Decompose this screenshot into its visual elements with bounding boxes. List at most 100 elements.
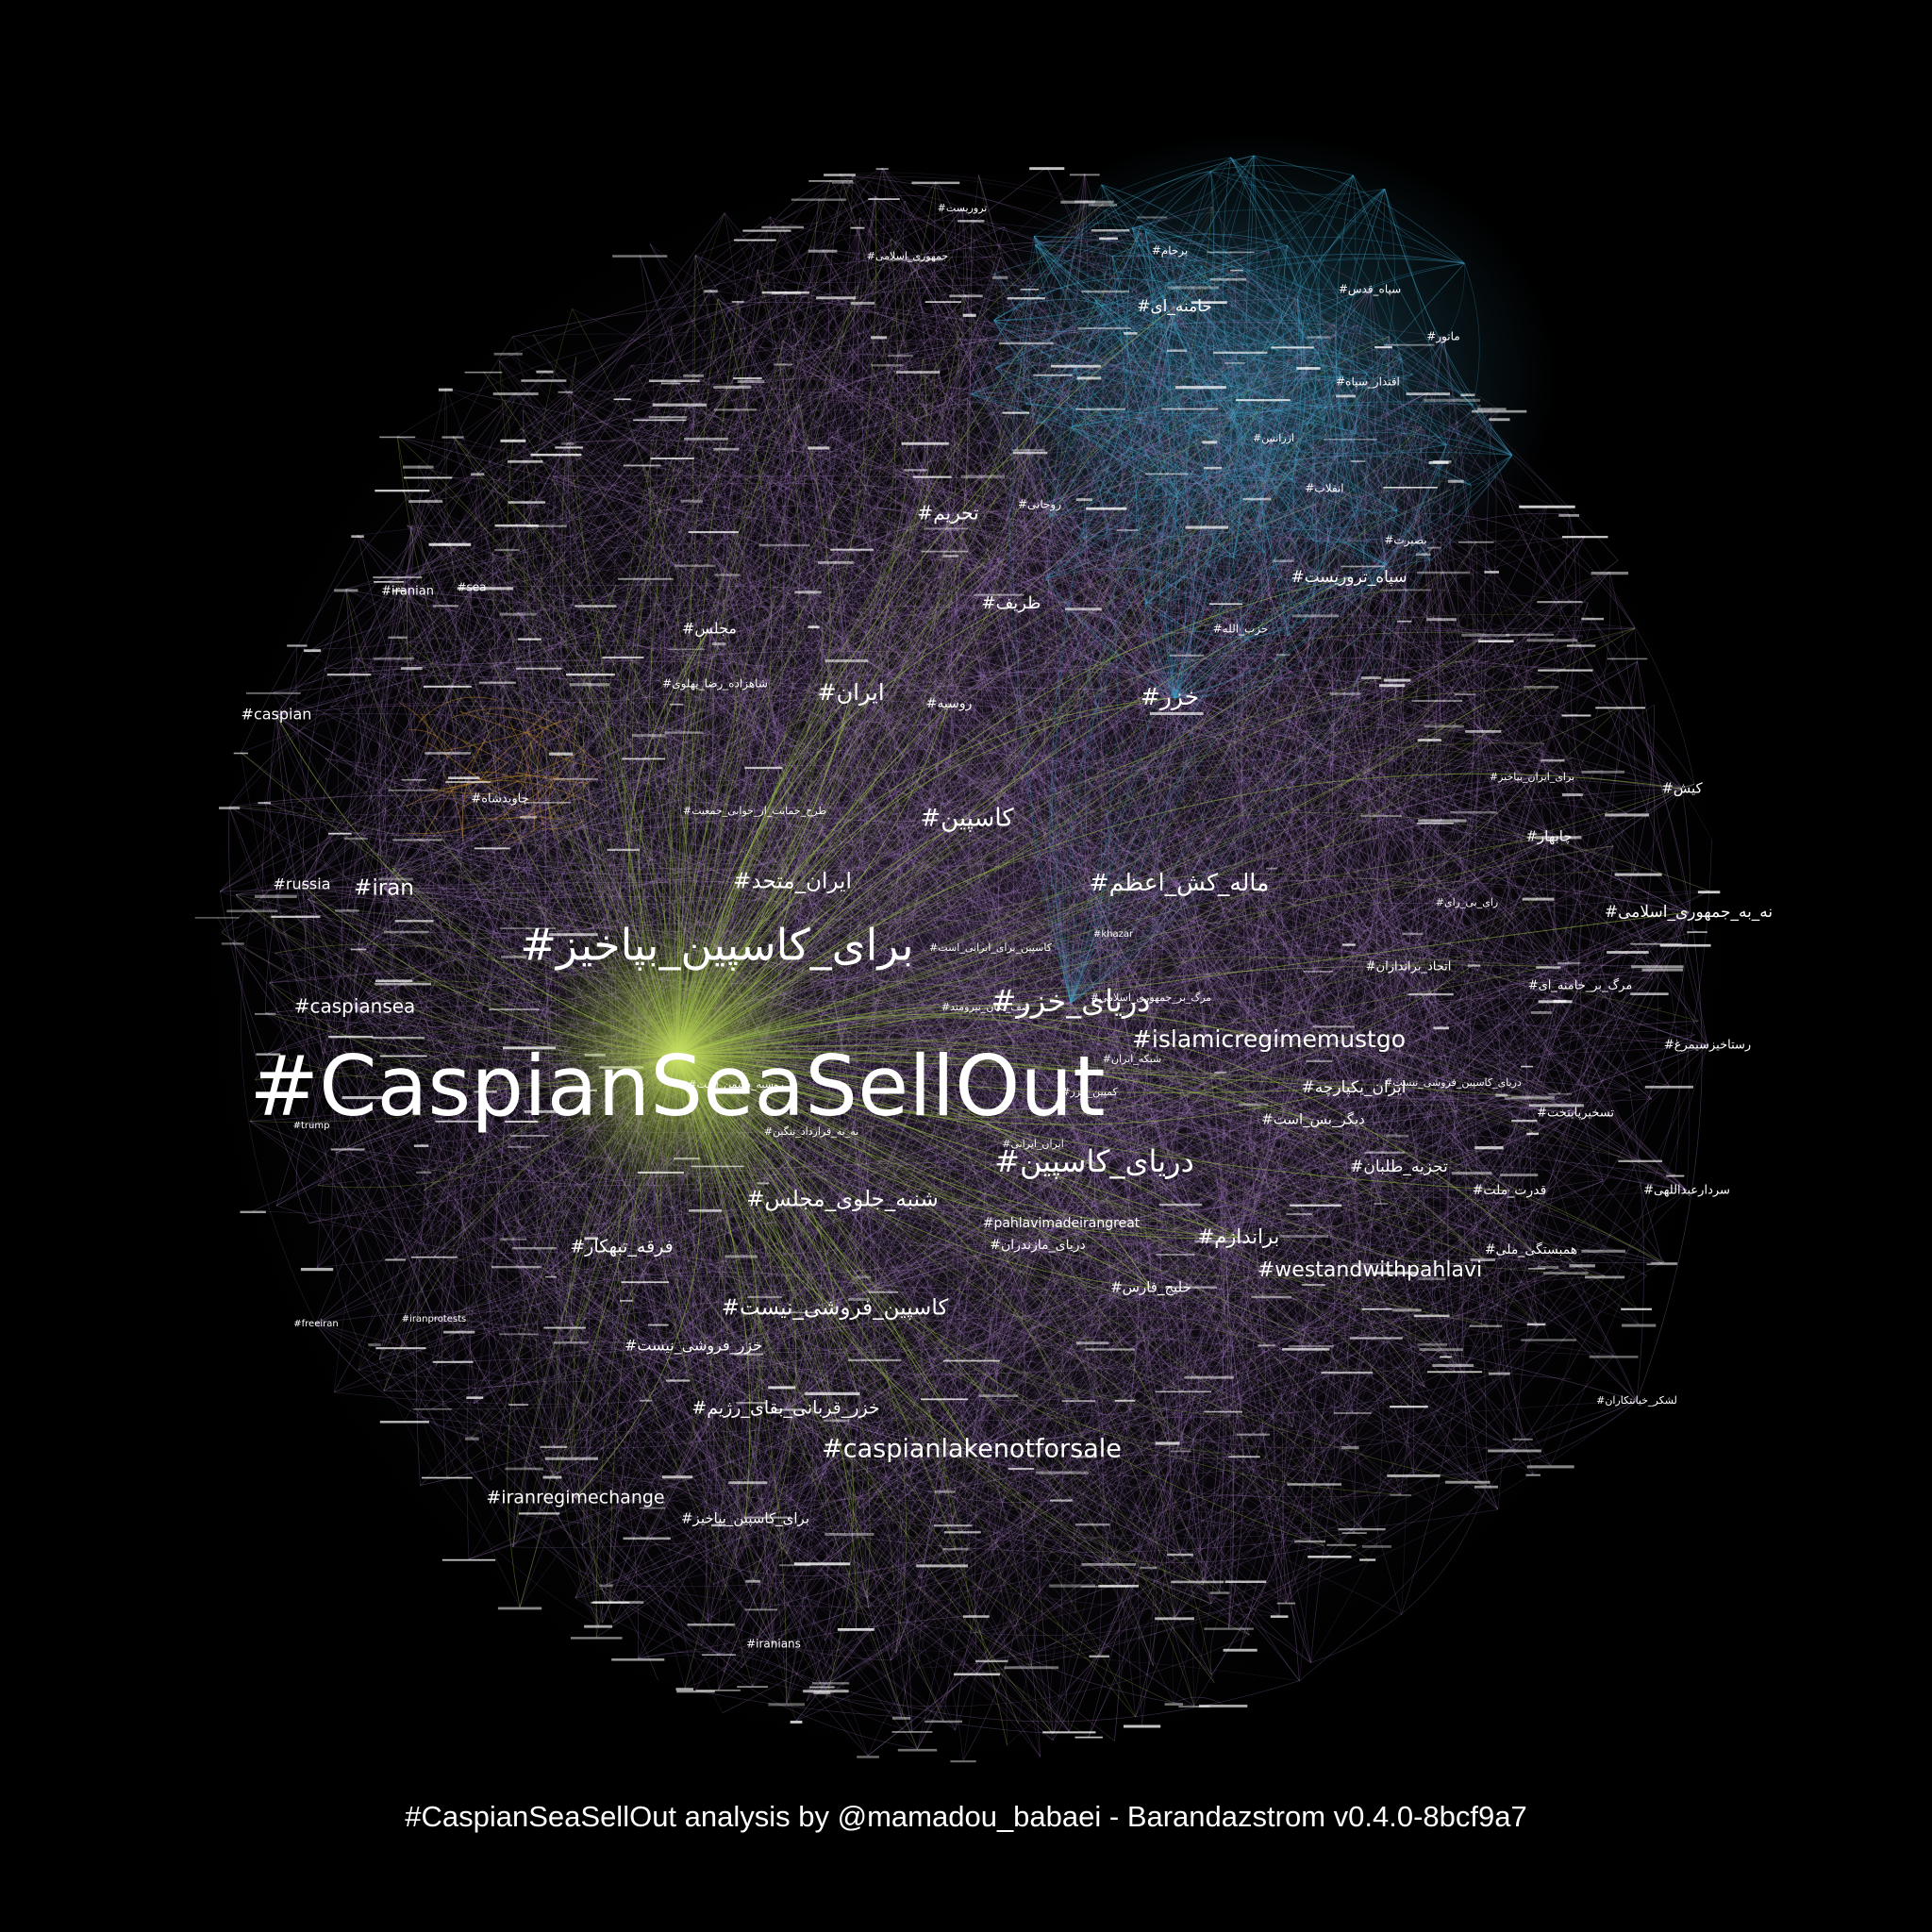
minor-hashtag-node [1075, 498, 1092, 502]
graph-edge [356, 343, 1410, 839]
minor-hashtag-node [1086, 507, 1127, 510]
graph-edge [434, 1256, 1041, 1757]
graph-edge [823, 249, 1496, 477]
graph-edge [1571, 602, 1639, 874]
graph-edge [524, 883, 1180, 1468]
graph-edge [564, 770, 1604, 1327]
graph-edge [710, 421, 1458, 1624]
minor-hashtag-node [330, 1148, 365, 1151]
minor-hashtag-node [912, 475, 952, 478]
graph-edge [672, 457, 1355, 1089]
graph-edge [1200, 385, 1484, 731]
graph-edge [658, 508, 1640, 1324]
graph-edge [525, 459, 1012, 608]
graph-edge [1229, 269, 1342, 1544]
graph-edge [1053, 603, 1267, 1734]
minor-hashtag-node [790, 1721, 803, 1724]
graph-edge [356, 752, 561, 1077]
graph-edge [825, 1435, 1082, 1699]
graph-edge [491, 820, 1350, 944]
graph-edge [850, 692, 1425, 1388]
minor-hashtag-node [808, 1686, 835, 1689]
graph-edge [853, 175, 1293, 347]
graph-edge [491, 553, 1466, 739]
minor-hashtag-node [1158, 1203, 1203, 1207]
minor-hashtag-node [904, 469, 928, 472]
minor-hashtag-node [1007, 297, 1045, 300]
graph-edge [883, 198, 1320, 1060]
hashtag-label: #sea [457, 581, 486, 594]
graph-edge [808, 591, 1221, 1241]
graph-edge [1350, 1325, 1538, 1447]
graph-edge [444, 217, 861, 890]
graph-edge [818, 198, 1346, 693]
graph-edge [502, 326, 1105, 658]
graph-edge [474, 225, 835, 1397]
minor-hashtag-node [1454, 693, 1476, 695]
graph-edge [599, 817, 1383, 1063]
graph-edge [752, 697, 1171, 1687]
graph-edge [1348, 661, 1638, 944]
minor-hashtag-node [1426, 1371, 1483, 1374]
graph-edge [612, 680, 1274, 1624]
minor-hashtag-node [684, 437, 728, 441]
graph-edge [795, 1100, 1563, 1722]
graph-edge [867, 1159, 1641, 1599]
graph-edge [786, 576, 1350, 1555]
minor-hashtag-node [1622, 1324, 1657, 1327]
minor-hashtag-node [1521, 1065, 1534, 1068]
graph-edge [737, 300, 1553, 640]
graph-edge [539, 576, 1350, 723]
hashtag-label: #دریای_کاسپین_فروشی_نیست [1384, 1076, 1522, 1089]
hashtag-label: #iran [354, 876, 414, 901]
graph-edge [834, 640, 1497, 1309]
graph-edge [689, 1059, 1320, 1445]
graph-edge [1169, 614, 1316, 699]
minor-hashtag-node [439, 542, 451, 546]
graph-edge [1186, 559, 1284, 656]
graph-edge [1319, 961, 1408, 1060]
graph-edge [785, 220, 973, 1409]
graph-edge [376, 226, 1005, 856]
graph-edge [496, 365, 632, 682]
graph-edge [439, 453, 557, 1361]
minor-hashtag-node [536, 370, 554, 374]
minor-hashtag-node [745, 1579, 761, 1583]
graph-edge [434, 1256, 1076, 1614]
graph-edge [347, 1148, 1293, 1427]
graph-edge [650, 440, 691, 782]
graph-edge [541, 460, 1500, 1374]
minor-hashtag-node [1155, 1391, 1211, 1393]
graph-edge [228, 807, 576, 1499]
graph-edge [853, 233, 1141, 1608]
graph-edge [418, 781, 540, 1513]
hashtag-label: #russia [273, 875, 330, 893]
graph-edge [479, 1238, 1280, 1616]
graph-edge [403, 1055, 1076, 1614]
graph-edge [763, 589, 1407, 768]
graph-edge [1269, 671, 1415, 1212]
graph-edge [716, 324, 1358, 949]
graph-edge [606, 1162, 1095, 1585]
minor-hashtag-node [868, 1291, 899, 1293]
graph-edge [1238, 394, 1336, 1239]
graph-edge [220, 513, 949, 892]
minor-hashtag-node [803, 1690, 849, 1693]
graph-edge [1174, 306, 1382, 1484]
graph-edge [473, 326, 680, 1405]
graph-edge [621, 1246, 1500, 1419]
graph-edge [417, 465, 678, 1380]
graph-edge [358, 603, 1012, 1371]
graph-edge [791, 881, 1699, 1026]
graph-edge [491, 409, 525, 1278]
graph-edge [971, 1092, 1561, 1360]
graph-edge [878, 336, 1506, 1096]
graph-edge [528, 258, 1241, 1047]
graph-edge [947, 513, 1466, 694]
graph-edge [679, 403, 1503, 1094]
minor-hashtag-node [394, 920, 434, 923]
graph-edge [646, 1087, 1355, 1538]
graph-edge [498, 360, 1431, 994]
hashtag-label: #ظریف [982, 593, 1041, 613]
minor-hashtag-node [388, 636, 408, 639]
